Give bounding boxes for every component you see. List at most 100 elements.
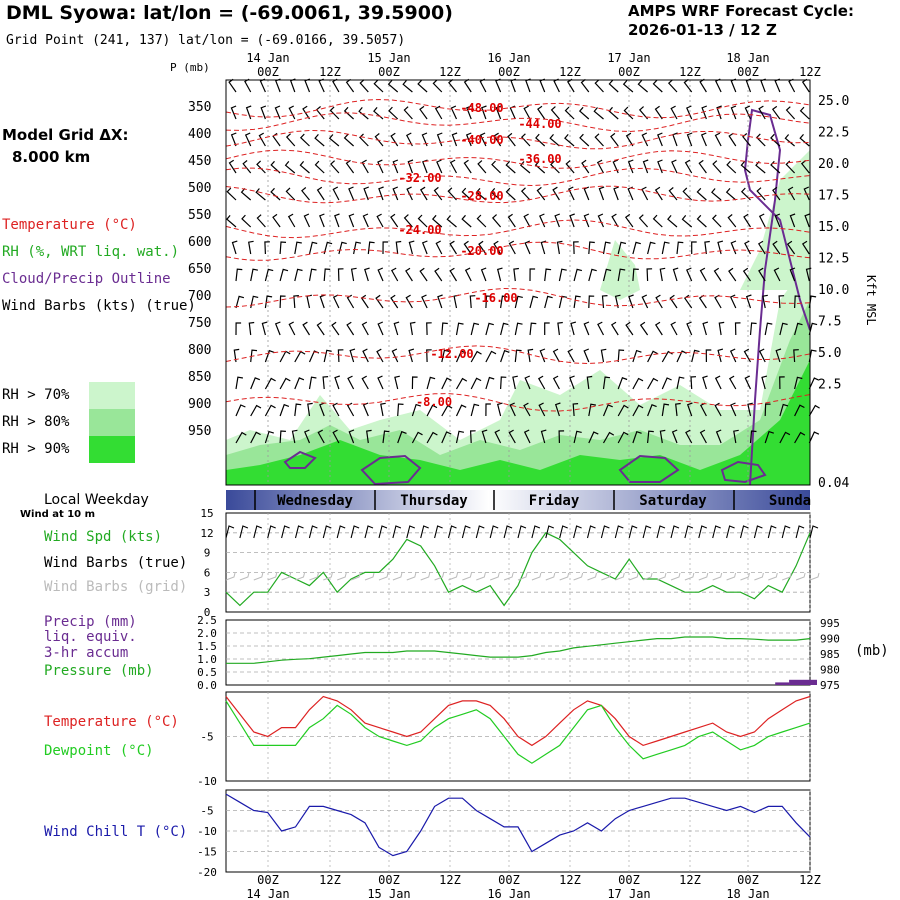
wind-barb — [549, 134, 560, 147]
wind-barb — [672, 267, 679, 282]
wind-barb — [718, 321, 725, 336]
wind-barb — [773, 267, 781, 282]
wind-barb — [617, 431, 629, 444]
wind-barb — [617, 404, 629, 417]
wind-barb — [740, 187, 751, 201]
wind-barb — [744, 240, 752, 255]
wind-barb — [684, 159, 693, 174]
wind-barb — [421, 294, 428, 309]
panel-frame — [225, 512, 811, 613]
isotherm-line — [225, 167, 811, 187]
wind-barb — [436, 159, 443, 174]
wind-barb — [388, 106, 399, 120]
wind-barb — [659, 267, 666, 282]
wind-barb — [654, 321, 663, 336]
surface-wind-barb-grid — [337, 572, 347, 581]
wind-barb — [279, 430, 286, 444]
pressure-ytick-label-right: 995 — [820, 617, 840, 630]
time-tick-label-bottom: 00Z — [498, 873, 520, 887]
wind-barb — [514, 295, 523, 309]
surface-wind-barb — [336, 525, 346, 539]
wind-barb — [622, 80, 634, 93]
isotherm-labels: -48.00 -44.00 -40.00 -36.00 -32.00 -28.00 -24.… — [398, 101, 561, 409]
wind-barb — [550, 106, 560, 120]
surface-wind-barb — [698, 525, 708, 539]
wind-barb — [573, 268, 583, 282]
wind-barb — [789, 267, 796, 282]
wind-barb — [285, 187, 296, 201]
date-label-bottom: 15 Jan — [367, 887, 410, 900]
wind-barb — [779, 431, 791, 444]
surface-wind-barb — [253, 525, 263, 539]
wind-barb — [552, 348, 560, 363]
wind-barb — [455, 404, 467, 417]
wind-barb — [279, 295, 286, 309]
panel-ytick-label: 12 — [200, 527, 213, 540]
surface-wind-barb-grid — [503, 572, 514, 581]
wind-barb — [319, 294, 326, 309]
wind-barb — [612, 159, 619, 174]
wind-barb — [228, 78, 237, 93]
surface-wind-barb-grid — [531, 572, 542, 581]
wind-barb — [538, 402, 546, 417]
height-unit-label: Kft MSL — [864, 275, 878, 326]
wind-barb — [470, 322, 480, 336]
surface-wind-barb-grid — [809, 572, 820, 581]
pressure-tick-label: 500 — [188, 181, 211, 196]
wind-barb — [288, 321, 296, 336]
pressure-ytick-label-right: 985 — [820, 648, 840, 661]
wind-barb — [647, 430, 654, 444]
isotherm-label: -32.00 — [398, 171, 441, 185]
surface-wind-barb — [350, 525, 360, 539]
wind-barb — [652, 214, 663, 228]
wind-barb — [426, 404, 438, 417]
wind-barb — [507, 213, 516, 228]
wind-barb — [240, 188, 252, 201]
wind-barb — [667, 79, 678, 93]
wind-barb — [264, 241, 270, 255]
surface-wind-barb — [586, 525, 596, 539]
wind-barb — [362, 402, 369, 417]
wind-barb — [408, 348, 415, 363]
wind-barb — [496, 267, 503, 282]
weekday-label: Sunda — [769, 493, 811, 509]
wind-barb — [363, 186, 370, 201]
isotherm-line — [225, 98, 811, 119]
date-label-top: 16 Jan — [487, 51, 530, 65]
wind-barb — [441, 322, 448, 336]
surface-wind-barb — [809, 525, 819, 539]
wind-barb — [583, 213, 590, 228]
wind-barb — [552, 186, 560, 201]
wind-barb — [647, 350, 658, 363]
height-tick-label: 2.5 — [818, 378, 841, 393]
surface-wind-barb-grid — [782, 572, 792, 581]
wind-barb — [402, 80, 413, 93]
wind-barb — [284, 161, 296, 174]
wind-barb — [500, 349, 510, 363]
wind-barb — [779, 322, 788, 336]
height-tick-label: 10.0 — [818, 283, 849, 298]
rh-shading — [226, 150, 810, 485]
wind-barb — [291, 429, 298, 444]
wind-barb — [632, 404, 644, 417]
wind-barb — [771, 105, 781, 120]
wind-barb — [567, 186, 575, 201]
wind-barb — [332, 186, 340, 201]
wind-barb — [728, 132, 737, 147]
time-tick-label-top: 00Z — [737, 65, 759, 79]
wind-barb — [264, 377, 276, 390]
wind-barb — [256, 160, 266, 174]
wind-barb — [455, 322, 464, 336]
model-grid-value: 8.000 km — [12, 148, 91, 166]
wind-barb — [714, 402, 722, 417]
wind-barb — [380, 402, 386, 417]
wind-barb — [231, 240, 238, 255]
panel-ytick-label: 3 — [204, 586, 211, 599]
wind-barb — [250, 377, 261, 390]
wind-barb — [318, 78, 325, 93]
wind-barb — [803, 186, 810, 201]
wind-barb — [729, 348, 737, 363]
wind-barb — [244, 78, 252, 93]
wind-barb — [461, 214, 472, 228]
wind-barb — [235, 268, 243, 282]
